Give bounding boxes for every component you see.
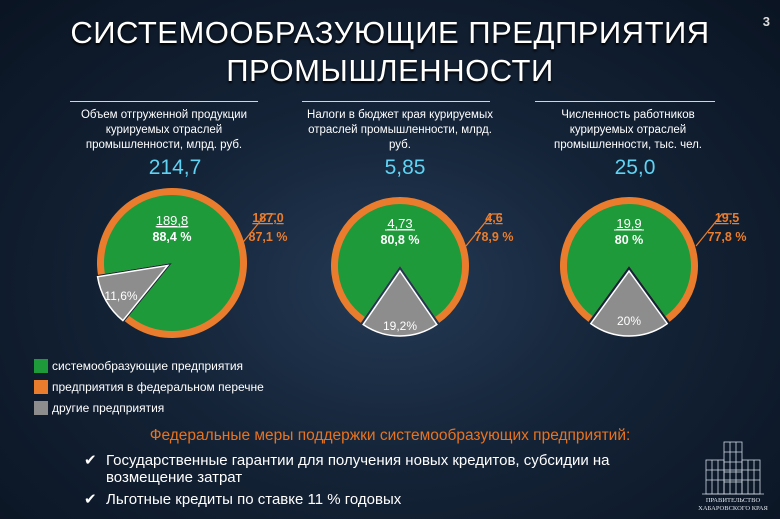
pie-1-slice-other — [96, 264, 170, 322]
pie-3-slice-other — [589, 269, 669, 337]
divider-3 — [535, 101, 715, 102]
chart-1-title: Объем отгруженной продукции курируемых о… — [80, 109, 248, 151]
pie-3-value-label: 19,9 — [616, 216, 641, 231]
pie-1-other-label: 11,6% — [104, 289, 137, 303]
support-item-text: Льготные кредиты по ставке 11 % годовых — [106, 491, 402, 508]
pie-2-slice-other — [362, 269, 438, 337]
government-building-logo — [702, 441, 764, 495]
legend-item-federal: предприятия в федеральном перечне — [34, 376, 264, 397]
pie-3-federal-percent: 77,8 % — [708, 230, 747, 244]
legend-item-system: системообразующие предприятия — [34, 355, 264, 376]
chart-1-total: 214,7 — [148, 156, 202, 179]
pie-1-value-label: 189,8 — [156, 213, 189, 228]
title-line-2: ПРОМЫШЛЕННОСТИ — [226, 53, 554, 88]
chart-2-total: 5,85 — [384, 156, 426, 179]
divider-2 — [302, 101, 490, 102]
legend-swatch-gray — [34, 400, 48, 415]
pie-1-federal-value: 187,0 — [252, 211, 283, 225]
legend-swatch-orange — [34, 379, 48, 394]
legend-item-other: другие предприятия — [34, 397, 264, 418]
chart-3-total: 25,0 — [614, 156, 656, 179]
support-item: ✔ Государственные гарантии для получения… — [84, 452, 684, 486]
checkmark-icon: ✔ — [84, 491, 97, 508]
chart-3-title: Численность работников курируемых отрасл… — [553, 109, 703, 151]
pie-2-value-label: 4,73 — [387, 216, 412, 231]
pie-3-slice-system — [566, 204, 691, 317]
pie-1-federal-leader — [239, 213, 276, 247]
support-item: ✔ Льготные кредиты по ставке 11 % годовы… — [84, 491, 684, 508]
legend-label: системообразующие предприятия — [52, 358, 244, 373]
pie-2-percent-label: 80,8 % — [381, 233, 420, 247]
legend-label: другие предприятия — [52, 400, 165, 415]
legend-label: предприятия в федеральном перечне — [52, 379, 264, 394]
pie-1-percent-label: 88,4 % — [153, 230, 192, 244]
chart-2-title: Налоги в бюджет края курируемых отраслей… — [307, 109, 493, 151]
divider-1 — [70, 101, 258, 102]
page-number: 3 — [762, 14, 770, 29]
pie-1-slice-system — [104, 195, 240, 332]
page-title: СИСТЕМООБРАЗУЮЩИЕ ПРЕДПРИЯТИЯ ПРОМЫШЛЕНН… — [0, 14, 780, 90]
pie-3-federal-leader — [695, 213, 732, 247]
logo-line-1: ПРАВИТЕЛЬСТВО — [705, 497, 761, 504]
legend: системообразующие предприятия предприяти… — [34, 355, 264, 418]
pie-1-federal-percent: 87,1 % — [249, 230, 288, 244]
logo-text: ПРАВИТЕЛЬСТВО ХАБАРОВСКОГО КРАЯ — [690, 497, 776, 513]
legend-swatch-green — [34, 358, 48, 373]
logo-line-2: ХАБАРОВСКОГО КРАЯ — [698, 505, 768, 512]
support-title: Федеральные меры поддержки системообразу… — [149, 427, 631, 444]
pie-3-federal-value: 19,5 — [715, 211, 739, 225]
support-item-text: Государственные гарантии для получения н… — [106, 452, 610, 486]
pie-2-other-label: 19,2% — [383, 319, 417, 333]
pie-3-other-label: 20% — [617, 314, 641, 328]
pie-2-federal-leader — [465, 213, 502, 247]
pie-3-percent-label: 80 % — [615, 233, 644, 247]
title-line-1: СИСТЕМООБРАЗУЮЩИЕ ПРЕДПРИЯТИЯ — [70, 15, 710, 50]
pie-2-slice-system — [337, 203, 462, 318]
pie-2-federal-percent: 78,9 % — [475, 230, 514, 244]
support-list: ✔ Государственные гарантии для получения… — [84, 452, 684, 513]
checkmark-icon: ✔ — [84, 452, 97, 469]
pie-2-federal-value: 4,6 — [485, 211, 502, 225]
